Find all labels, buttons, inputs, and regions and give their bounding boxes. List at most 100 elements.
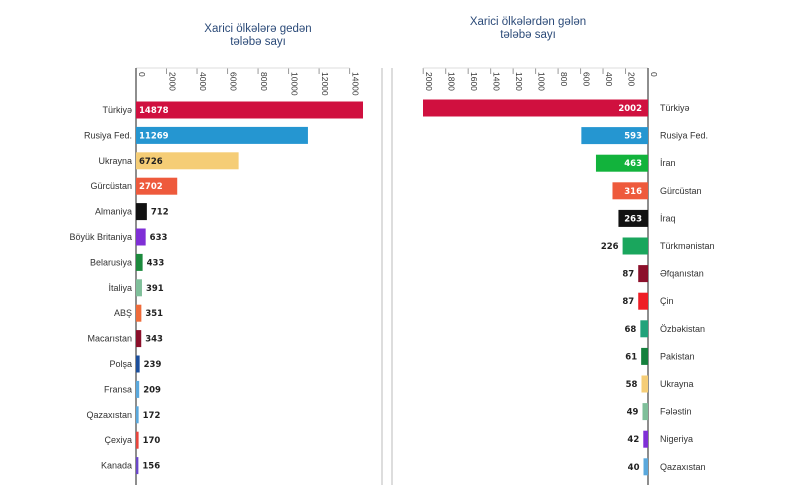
right-x-tick-label: 1600: [469, 72, 479, 91]
right-value-label: 593: [624, 132, 642, 142]
right-category-label: Pakistan: [660, 351, 695, 361]
left-value-label: 633: [150, 233, 168, 243]
right-value-label: 87: [622, 270, 634, 280]
left-category-label: Rusiya Fed.: [84, 130, 132, 140]
left-bar-13: [136, 406, 139, 424]
left-category-label: Qazaxıstan: [86, 410, 132, 420]
right-x-tick-label: 1400: [492, 72, 502, 91]
left-value-label: 343: [145, 335, 163, 345]
left-chart-title-line: Xarici ölkələrə gedən: [204, 23, 311, 35]
right-bar-5: [618, 209, 648, 227]
left-bar-6: [136, 228, 146, 246]
left-value-label: 391: [146, 284, 164, 294]
right-x-tick-label: 1200: [514, 72, 524, 91]
right-x-tick-label: 600: [582, 72, 592, 86]
left-x-tick-label: 4000: [198, 72, 208, 91]
left-chart-title-line: tələbə sayı: [230, 36, 286, 48]
left-bar-2: [136, 126, 308, 144]
right-bar-2: [581, 127, 648, 145]
right-category-label: İraq: [660, 213, 676, 223]
left-bar-12: [136, 380, 140, 398]
right-bar-6: [622, 237, 648, 255]
left-category-label: Türkiyə: [102, 105, 132, 115]
right-category-label: İran: [660, 158, 676, 168]
right-bar-11: [641, 375, 648, 393]
left-x-tick-label: 8000: [259, 72, 269, 91]
right-chart-title-line: tələbə sayı: [500, 29, 556, 41]
left-value-label: 170: [143, 436, 161, 446]
left-x-tick-label: 0: [137, 72, 147, 77]
right-category-label: Fələstin: [660, 407, 692, 417]
right-bar-14: [643, 458, 648, 476]
right-value-label: 316: [624, 187, 642, 197]
right-x-tick-label: 0: [649, 72, 659, 77]
right-bar-9: [640, 320, 648, 338]
right-chart-title-line: Xarici ölkələrdən gələn: [470, 16, 586, 28]
left-x-tick-label: 6000: [229, 72, 239, 91]
right-value-label: 463: [624, 159, 642, 169]
right-value-label: 263: [624, 214, 642, 224]
right-category-label: Qazaxıstan: [660, 462, 706, 472]
right-bar-8: [638, 292, 648, 310]
left-value-label: 239: [144, 360, 162, 370]
left-value-label: 209: [143, 385, 161, 395]
left-x-tick-label: 10000: [290, 72, 300, 96]
left-x-tick-label: 2000: [168, 72, 178, 91]
right-category-label: Nigeriya: [660, 434, 693, 444]
left-value-label: 14878: [139, 106, 169, 116]
left-x-tick-label: 14000: [351, 72, 361, 96]
right-bar-3: [595, 154, 648, 172]
left-category-label: Polşa: [109, 359, 132, 369]
right-category-label: Rusiya Fed.: [660, 131, 708, 141]
right-x-tick-label: 2000: [424, 72, 434, 91]
right-x-tick-label: 800: [559, 72, 569, 86]
right-value-label: 61: [625, 352, 637, 362]
left-x-tick-label: 12000: [320, 72, 330, 96]
right-value-label: 58: [626, 380, 638, 390]
left-category-label: Fransa: [104, 384, 132, 394]
left-bar-10: [136, 330, 142, 348]
left-bar-5: [136, 203, 147, 221]
left-bar-15: [136, 457, 139, 475]
left-category-label: Almaniya: [95, 207, 132, 217]
left-bar-11: [136, 355, 140, 373]
right-value-label: 68: [625, 325, 637, 335]
left-value-label: 156: [142, 462, 160, 472]
right-bar-12: [642, 403, 648, 421]
right-x-tick-label: 1000: [537, 72, 547, 91]
right-category-label: Gürcüstan: [660, 186, 702, 196]
left-bar-8: [136, 279, 142, 297]
left-category-label: Macarıstan: [87, 334, 132, 344]
right-bar-10: [641, 347, 648, 365]
right-category-label: Əfqanıstan: [660, 269, 704, 279]
left-category-label: Böyük Britaniya: [69, 232, 132, 242]
left-value-label: 2702: [139, 182, 163, 192]
left-value-label: 433: [147, 258, 165, 268]
right-value-label: 87: [622, 297, 634, 307]
left-value-label: 712: [151, 208, 169, 218]
left-bar-14: [136, 431, 139, 449]
right-category-label: Ukrayna: [660, 379, 694, 389]
right-x-tick-label: 1800: [447, 72, 457, 91]
left-category-label: Belarusiya: [90, 257, 132, 267]
left-bar-3: [136, 152, 239, 170]
right-bar-7: [638, 265, 648, 283]
left-value-label: 6726: [139, 157, 163, 167]
right-value-label: 226: [601, 242, 619, 252]
left-bar-7: [136, 253, 143, 271]
right-value-label: 49: [627, 408, 639, 418]
right-category-label: Çin: [660, 296, 674, 306]
left-value-label: 172: [143, 411, 161, 421]
left-bar-4: [136, 177, 178, 195]
right-category-label: Türkiyə: [660, 103, 690, 113]
right-bar-13: [643, 430, 648, 448]
right-category-label: Türkmənistan: [660, 241, 715, 251]
left-category-label: Gürcüstan: [90, 181, 132, 191]
right-value-label: 40: [628, 463, 640, 473]
left-bar-9: [136, 304, 142, 322]
left-category-label: ABŞ: [114, 308, 132, 318]
right-bar-4: [612, 182, 648, 200]
right-value-label: 42: [627, 435, 639, 445]
left-category-label: Kanada: [101, 461, 132, 471]
